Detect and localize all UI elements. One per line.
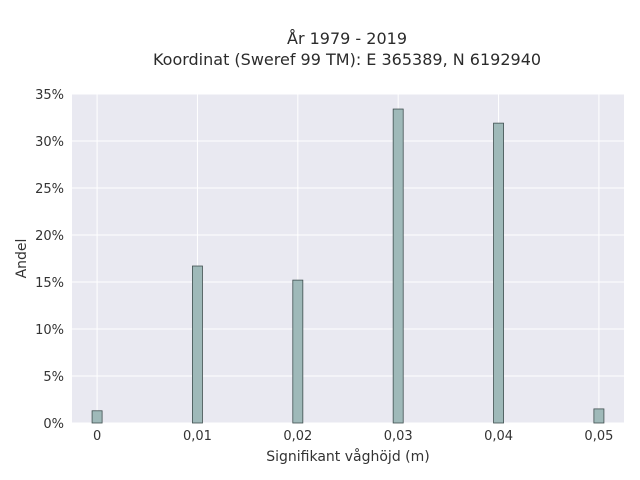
- x-axis-title: Signifikant våghöjd (m): [266, 448, 429, 465]
- x-tick-label: 0,02: [283, 429, 312, 444]
- chart-title: År 1979 - 2019 Koordinat (Sweref 99 TM):…: [0, 28, 640, 70]
- bar: [493, 122, 504, 424]
- plot-area: [72, 94, 624, 423]
- bar: [91, 410, 103, 424]
- y-tick-label: 15%: [35, 276, 64, 291]
- y-tick-label: 5%: [43, 370, 64, 385]
- y-tick-label: 35%: [35, 88, 64, 103]
- bar: [192, 265, 203, 424]
- y-tick-label: 20%: [35, 229, 64, 244]
- bar: [392, 108, 404, 424]
- y-tick-label: 25%: [35, 182, 64, 197]
- x-tick-label: 0,05: [584, 429, 613, 444]
- y-axis-title: Andel: [14, 239, 30, 279]
- x-tick-label: 0: [93, 429, 101, 444]
- y-tick-label: 30%: [35, 135, 64, 150]
- x-tick-label: 0,01: [183, 429, 212, 444]
- bar: [292, 279, 304, 424]
- x-axis-ticks: 0 0,01 0,02 0,03 0,04 0,05: [93, 429, 613, 444]
- grid-lines: [72, 93, 624, 424]
- x-tick-label: 0,03: [384, 429, 413, 444]
- x-tick-label: 0,04: [484, 429, 513, 444]
- chart-title-line-1: År 1979 - 2019: [287, 29, 407, 48]
- chart-title-line-2: Koordinat (Sweref 99 TM): E 365389, N 61…: [152, 50, 542, 69]
- bar: [593, 408, 605, 424]
- y-tick-label: 0%: [43, 417, 64, 432]
- y-axis-ticks: 0% 5% 10% 15% 20% 25% 30% 35%: [35, 88, 64, 432]
- y-tick-label: 10%: [35, 323, 64, 338]
- bars: [91, 108, 605, 424]
